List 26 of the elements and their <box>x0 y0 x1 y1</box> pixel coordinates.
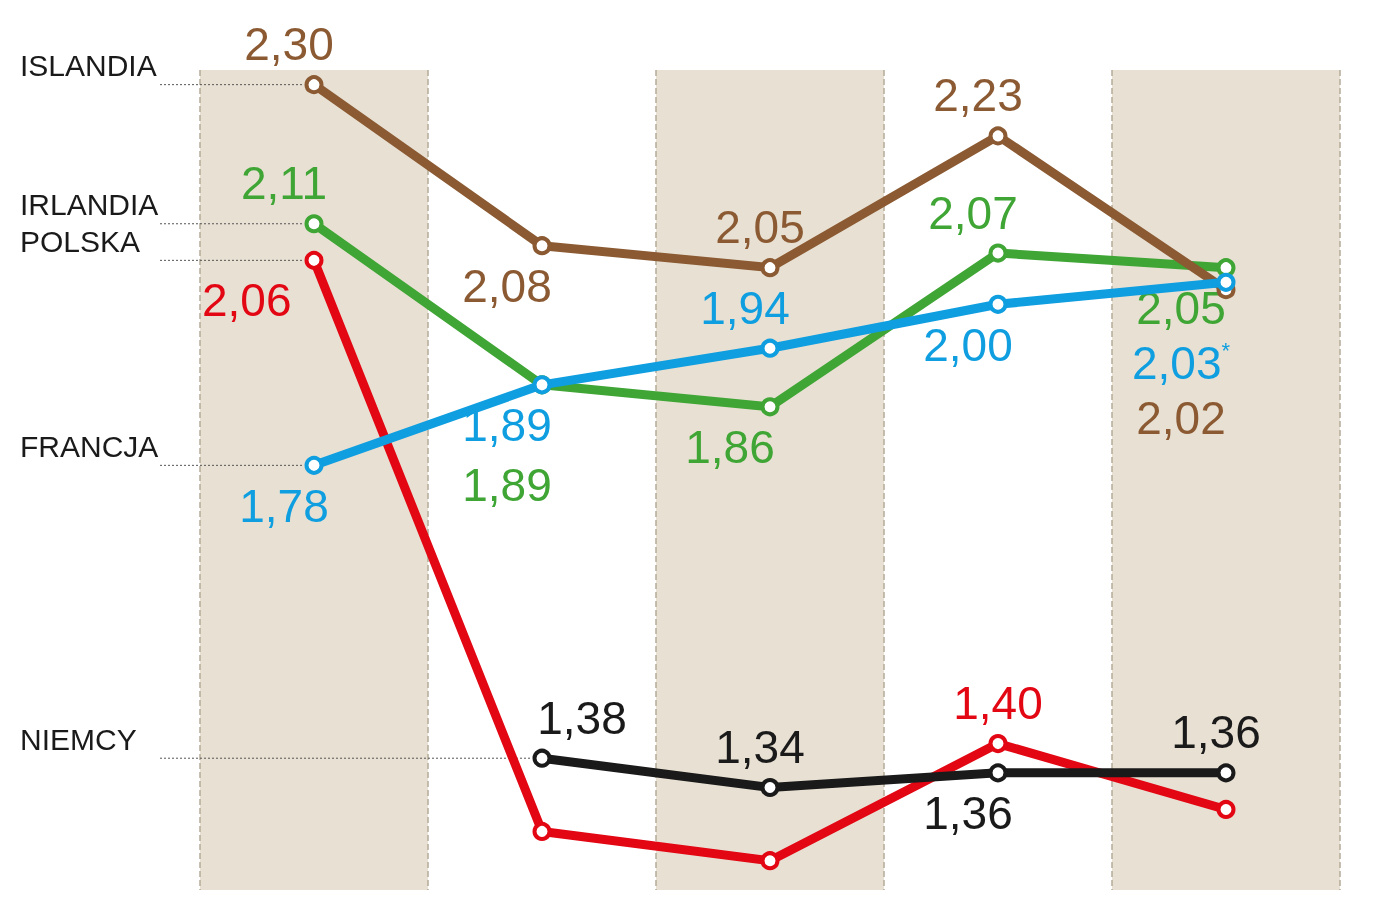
text: ISLANDIA <box>20 49 157 83</box>
data-label: 1,78 <box>239 479 329 532</box>
data-label: 1,89 <box>462 459 552 512</box>
data-label: 1,38 <box>537 691 627 744</box>
text: IRLANDIA <box>20 188 159 222</box>
data-label: 2,00 <box>923 318 1013 371</box>
data-label: 1,89 <box>462 399 552 452</box>
text: FRANCJA <box>20 429 159 463</box>
data-label: 2,02 <box>1136 392 1226 445</box>
data-label: 2,06 <box>201 274 292 327</box>
data-label: 2,05 <box>1136 282 1226 335</box>
text: POLSKA <box>20 224 141 258</box>
data-label: 1,34 <box>715 721 805 773</box>
data-label: 2,23 <box>933 69 1023 122</box>
data-label: 1,94 <box>700 281 790 334</box>
data-label: 2,08 <box>462 260 552 313</box>
text: NIEMCY <box>20 722 137 756</box>
data-label: 2,30 <box>244 18 334 71</box>
data-label: 1,36 <box>923 787 1013 840</box>
data-label: 1,86 <box>685 421 775 474</box>
data-label: 2,05 <box>715 201 805 254</box>
data-label: 1,36 <box>1171 706 1261 759</box>
data-label: 2,03* <box>1131 336 1231 389</box>
data-label: 2,07 <box>928 186 1018 239</box>
data-label: 1,40 <box>953 677 1043 730</box>
data-label: 2,11 <box>240 157 328 210</box>
